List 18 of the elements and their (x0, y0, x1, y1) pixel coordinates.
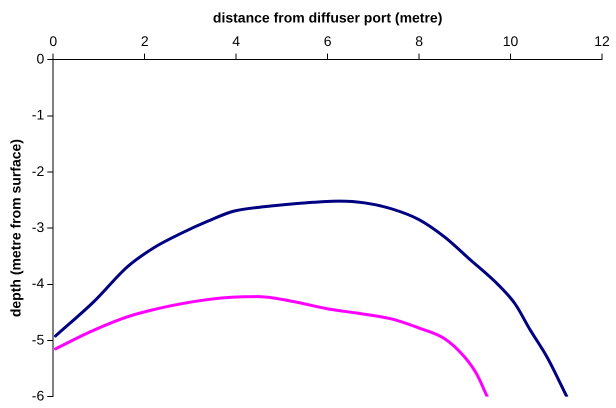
y-tick-label: -3 (32, 218, 44, 235)
y-tick-label: -6 (32, 387, 44, 404)
y-tick-label: -5 (32, 331, 44, 348)
x-tick-label: 0 (49, 33, 58, 50)
line-series (54, 200, 568, 397)
y-axis-title: depth (metre from surface) (7, 139, 24, 318)
y-tick-label: -2 (32, 162, 44, 179)
x-tick-label: 12 (594, 33, 610, 50)
y-tick-label: 0 (36, 50, 44, 66)
x-tick-label: 8 (415, 33, 424, 50)
x-tick-label: 10 (502, 33, 519, 50)
x-tick-label: 4 (232, 33, 240, 50)
x-tick-label: 2 (140, 33, 149, 50)
line-series (54, 295, 489, 397)
y-tick-label: -4 (32, 275, 44, 292)
x-axis-title: distance from diffuser port (metre) (212, 9, 442, 26)
x-tick-label: 6 (324, 33, 332, 50)
y-tick-label: -1 (32, 106, 44, 123)
